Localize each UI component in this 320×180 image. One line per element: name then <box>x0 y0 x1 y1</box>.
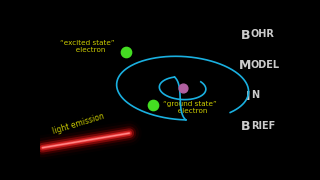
Text: ODEL: ODEL <box>251 60 280 70</box>
Text: light emission: light emission <box>52 112 106 136</box>
Text: OHR: OHR <box>251 29 275 39</box>
Point <box>123 51 128 53</box>
Text: “excited state”
   electron: “excited state” electron <box>60 40 115 53</box>
Text: B: B <box>241 28 251 42</box>
Text: B: B <box>241 120 251 133</box>
Text: N: N <box>251 90 259 100</box>
Text: M: M <box>238 59 251 72</box>
Point <box>180 87 185 90</box>
Text: RIEF: RIEF <box>251 121 275 131</box>
Point <box>150 103 156 106</box>
Text: “ground state”
   electron: “ground state” electron <box>163 101 217 114</box>
Text: I: I <box>246 89 251 103</box>
